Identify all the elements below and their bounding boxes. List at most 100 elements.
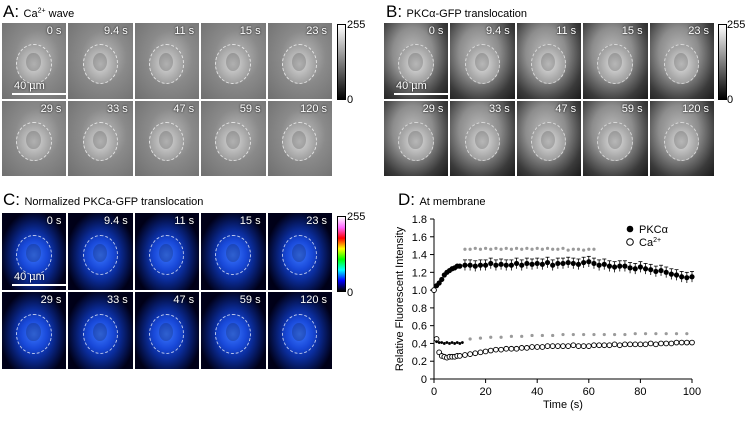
panel-a-colorbar-max: 255: [347, 19, 366, 31]
panel-b-colorbar-min: 0: [727, 94, 734, 106]
cell-image: [281, 44, 318, 84]
data-point-ca: [487, 347, 494, 354]
data-point-ca: [565, 343, 572, 349]
nucleus-image: [474, 130, 490, 149]
time-label: 15 s: [239, 25, 261, 37]
y-tick-label: 0.4: [412, 338, 427, 350]
y-tick-label: 1.2: [412, 267, 427, 279]
data-point-pkc: [508, 262, 514, 268]
time-label: 33 s: [489, 102, 510, 115]
scale-bar: [394, 92, 449, 95]
nucleus-image: [26, 243, 41, 263]
time-label: 59 s: [239, 294, 261, 306]
data-point-ca: [673, 339, 680, 346]
data-point-ca: [482, 348, 489, 355]
data-point-early: [435, 340, 438, 344]
data-point-gray: [582, 332, 586, 337]
data-point-gray: [602, 332, 606, 337]
data-point-gray: [494, 246, 498, 250]
data-point-ca: [678, 339, 685, 346]
data-point-gray: [664, 332, 668, 336]
data-point-gray: [633, 332, 637, 336]
data-point-ca: [467, 351, 473, 357]
x-tick-label: 0: [431, 386, 437, 398]
y-tick-label: 1.8: [412, 214, 427, 226]
data-point-pkc: [596, 262, 602, 268]
time-label: 11 s: [556, 25, 577, 37]
data-point-gray: [484, 246, 488, 250]
nucleus-image: [292, 53, 307, 72]
data-point-ca: [591, 342, 597, 349]
data-point-early: [440, 341, 444, 344]
cell-image: [82, 44, 119, 84]
legend-label-ca: Ca2+: [639, 237, 661, 249]
scale-bar: [12, 92, 67, 95]
nucleus-image: [674, 53, 689, 72]
image-tile: 11 s: [516, 23, 582, 99]
data-point-pkc: [581, 259, 587, 266]
image-tile: 9.4 s: [450, 23, 515, 99]
panel-c-letter: C:: [3, 190, 20, 209]
data-point-gray: [540, 247, 544, 251]
time-label: 59 s: [239, 102, 261, 115]
data-point-gray: [509, 247, 513, 251]
panel-c-image-grid: 0 s 40 µm 9.4 s 11 s 15 s 23 s 29 s 33 s 47 s 59 …: [2, 213, 332, 369]
panel-c-colorbar-min: 0: [347, 287, 354, 299]
image-tile: 9.4 s: [68, 213, 133, 290]
panel-c-colorbar: [337, 216, 346, 292]
data-point-pkc: [539, 261, 545, 267]
data-point-ca: [539, 344, 546, 350]
legend-label-ca-base: Ca: [639, 237, 654, 249]
data-point-gray: [613, 332, 617, 337]
data-point-ca: [544, 343, 551, 349]
data-point-ca: [668, 340, 675, 347]
data-point-ca: [658, 340, 664, 347]
image-tile: 11 s: [134, 213, 200, 290]
cell-image: [663, 121, 700, 162]
data-point-gray: [592, 247, 596, 251]
image-tile: 23 s: [267, 23, 332, 99]
data-point-gray: [674, 332, 679, 336]
data-point-gray: [685, 332, 689, 336]
time-label: 0 s: [46, 25, 62, 37]
data-point-gray: [643, 332, 648, 336]
data-point-ca: [431, 287, 437, 293]
data-point-pkc: [457, 263, 463, 269]
nucleus-image: [408, 53, 423, 72]
cell-image: [398, 121, 434, 162]
time-label: 29 s: [422, 102, 444, 115]
nucleus-image: [607, 130, 622, 149]
cell-image: [464, 44, 501, 84]
data-point-pkc: [606, 263, 613, 269]
y-tick-label: 1.0: [412, 285, 427, 297]
data-point-ca: [622, 341, 628, 348]
panel-d-title-text: At membrane: [419, 196, 486, 208]
nucleus-image: [674, 130, 689, 149]
data-point-pkc: [617, 263, 623, 269]
data-point-pkc: [544, 259, 551, 266]
data-point-ca: [554, 343, 561, 349]
panel-c-colorbar-max: 255: [347, 211, 366, 223]
time-label: 120 s: [682, 102, 709, 115]
panel-a-colorbar: [337, 24, 346, 100]
data-point-gray: [530, 333, 534, 338]
data-point-ca: [616, 342, 623, 349]
data-point-ca: [472, 350, 479, 357]
nucleus-image: [541, 130, 556, 149]
data-point-pkc: [653, 268, 659, 275]
nucleus-image: [607, 53, 622, 72]
nucleus-image: [26, 130, 41, 149]
nucleus-image: [225, 53, 240, 72]
data-point-pkc: [477, 262, 484, 268]
image-tile: 59 s: [201, 292, 266, 369]
data-point-gray: [535, 246, 539, 250]
data-point-pkc: [612, 264, 618, 270]
time-label: 9.4 s: [485, 25, 510, 37]
image-tile: 47 s: [134, 100, 200, 176]
data-point-gray: [509, 334, 513, 338]
data-point-gray: [582, 248, 586, 252]
time-label: 23 s: [688, 25, 709, 37]
cell-image: [215, 44, 251, 84]
image-tile: 29 s: [2, 292, 67, 369]
time-label: 47 s: [555, 102, 577, 115]
